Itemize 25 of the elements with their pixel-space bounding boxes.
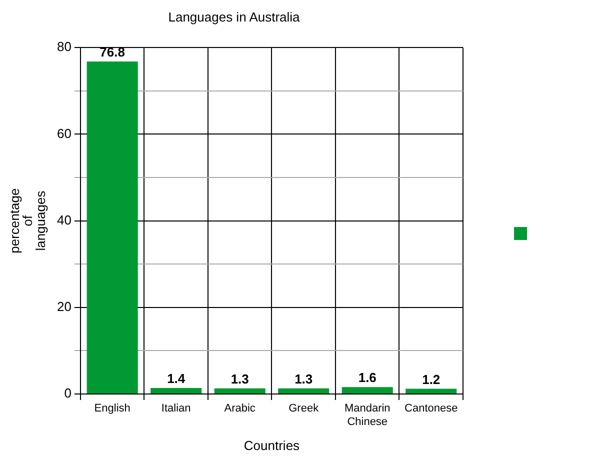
y-tick-label: 40 (56, 212, 72, 228)
bar (342, 387, 393, 394)
data-label: 1.6 (358, 370, 376, 386)
y-tick-label: 80 (56, 39, 72, 54)
data-label: 1.2 (422, 372, 440, 387)
bar (86, 61, 138, 394)
data-label: 1.3 (230, 371, 249, 386)
x-tick-label: Italian (161, 402, 191, 415)
data-label: 1.4 (167, 371, 186, 386)
bar (278, 388, 330, 394)
x-tick-label: Arabic (224, 402, 256, 415)
x-tick-label: Cantonese (404, 402, 458, 415)
bar (214, 388, 266, 394)
chart-title: Languages in Australia (168, 9, 301, 24)
y-tick-label: 60 (56, 126, 72, 141)
y-tick-label: 20 (56, 298, 72, 314)
x-tick-label: English (94, 402, 130, 415)
bar (150, 388, 202, 394)
bar (406, 388, 457, 394)
data-label: 1.3 (294, 371, 313, 386)
x-tick-label: Greek (288, 402, 320, 415)
x-axis-title: Countries (244, 438, 300, 453)
y-tick-label: 0 (64, 386, 72, 401)
y-axis-title: percentage of languages (7, 188, 48, 254)
x-tick-label: Mandarin Chinese (344, 402, 390, 428)
